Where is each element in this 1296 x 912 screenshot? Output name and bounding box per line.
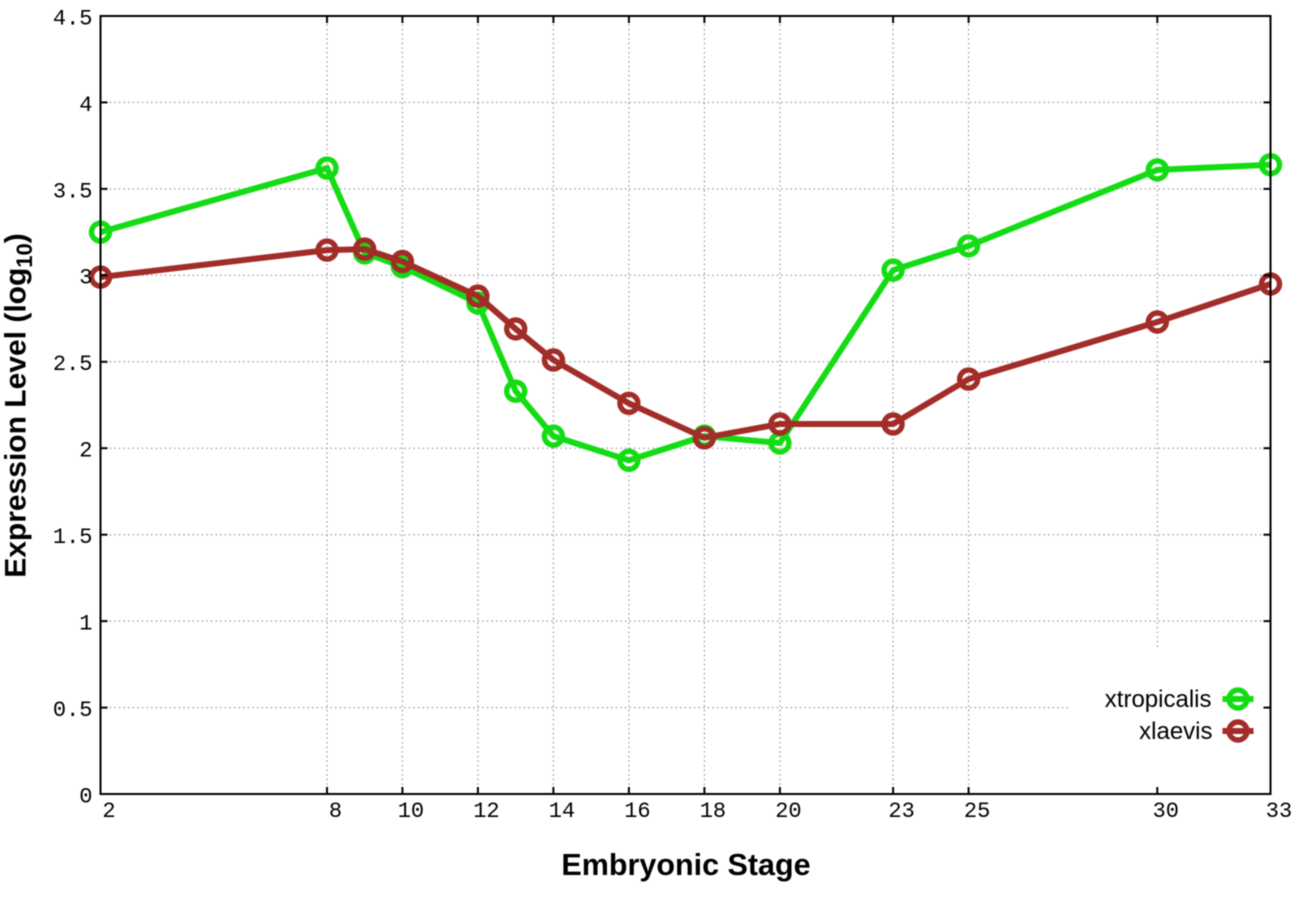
svg-text:20: 20 (775, 799, 801, 824)
svg-text:1: 1 (79, 612, 92, 637)
svg-text:2: 2 (102, 799, 115, 824)
svg-text:33: 33 (1266, 799, 1292, 824)
svg-text:2: 2 (79, 439, 92, 464)
svg-text:8: 8 (329, 799, 342, 824)
svg-text:12: 12 (473, 799, 499, 824)
svg-text:30: 30 (1153, 799, 1179, 824)
svg-text:0.5: 0.5 (53, 698, 93, 723)
svg-text:16: 16 (624, 799, 650, 824)
svg-text:Expression Level (log10): Expression Level (log10) (0, 233, 37, 578)
svg-text:xtropicalis: xtropicalis (1105, 686, 1212, 713)
svg-text:2.5: 2.5 (53, 352, 93, 377)
svg-text:4.5: 4.5 (53, 6, 93, 31)
svg-text:xlaevis: xlaevis (1139, 718, 1212, 745)
svg-text:1.5: 1.5 (53, 525, 93, 550)
svg-text:0: 0 (79, 784, 92, 809)
svg-text:18: 18 (700, 799, 726, 824)
svg-text:3.5: 3.5 (53, 179, 93, 204)
svg-text:23: 23 (888, 799, 914, 824)
svg-text:4: 4 (79, 93, 92, 118)
svg-text:3: 3 (79, 266, 92, 291)
svg-text:25: 25 (964, 799, 990, 824)
svg-text:10: 10 (398, 799, 424, 824)
svg-text:Embryonic Stage: Embryonic Stage (561, 848, 810, 882)
svg-text:14: 14 (549, 799, 575, 824)
